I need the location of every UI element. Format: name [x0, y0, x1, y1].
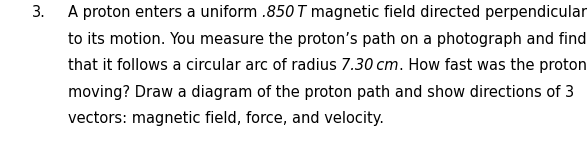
Text: 7.30 cm: 7.30 cm: [341, 58, 399, 73]
Text: moving? Draw a diagram of the proton path and show directions of 3: moving? Draw a diagram of the proton pat…: [68, 85, 573, 100]
Text: that it follows a circular arc of radius: that it follows a circular arc of radius: [68, 58, 341, 73]
Text: A proton enters a uniform: A proton enters a uniform: [68, 5, 261, 20]
Text: . How fast was the proton: . How fast was the proton: [399, 58, 586, 73]
Text: .850 T: .850 T: [261, 5, 306, 20]
Text: to its motion. You measure the proton’s path on a photograph and find: to its motion. You measure the proton’s …: [68, 32, 586, 47]
Text: magnetic field directed perpendicular: magnetic field directed perpendicular: [306, 5, 586, 20]
Text: 3.: 3.: [32, 5, 46, 20]
Text: vectors: magnetic field, force, and velocity.: vectors: magnetic field, force, and velo…: [68, 111, 383, 126]
